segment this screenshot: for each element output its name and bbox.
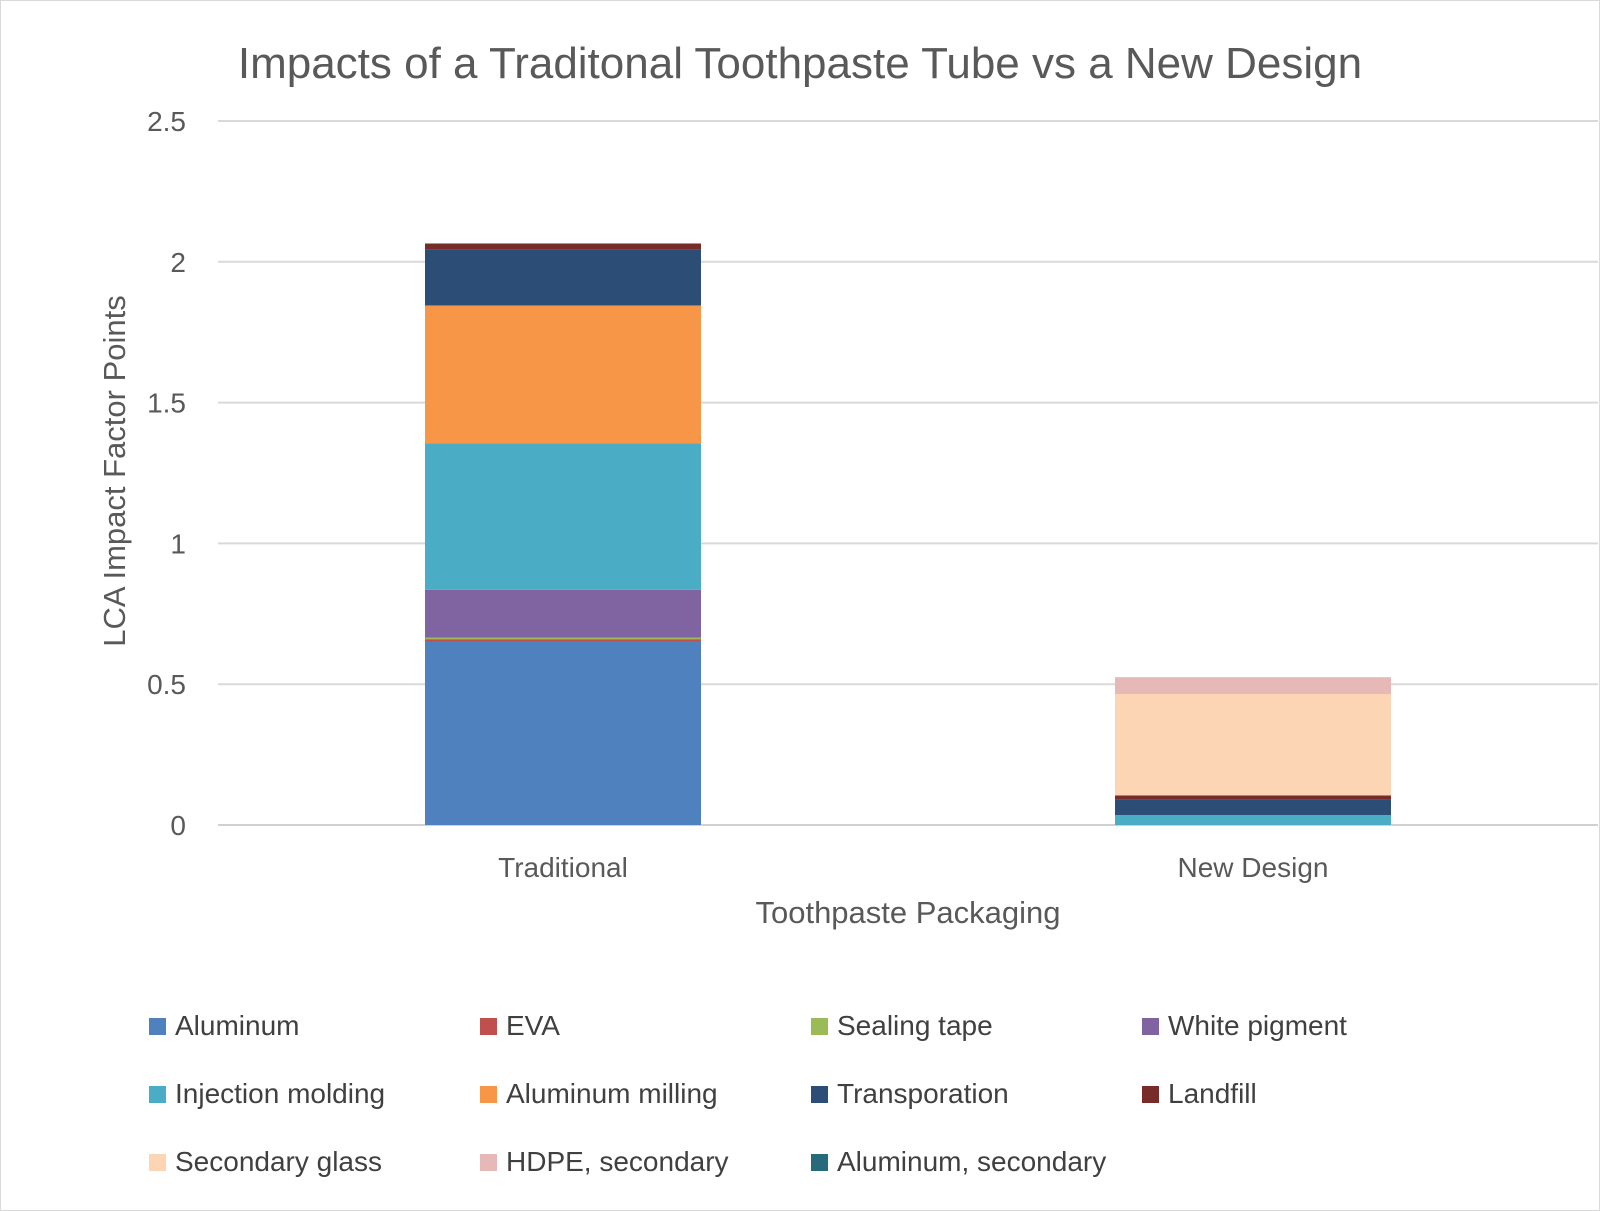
legend-label: White pigment (1168, 1010, 1347, 1041)
legend: Aluminum EVA Sealing tape White pigment Inje… (149, 1010, 1489, 1177)
legend-label: HDPE, secondary (506, 1146, 729, 1177)
legend-item: Injection molding (149, 1078, 480, 1109)
legend-label: Injection molding (175, 1078, 386, 1109)
bar-segment (1115, 694, 1391, 796)
bar-segment (425, 641, 701, 825)
x-tick-label: Traditional (498, 852, 628, 883)
legend-swatch (149, 1153, 166, 1171)
legend-item: Transporation (811, 1078, 1142, 1109)
legend-swatch (149, 1085, 166, 1103)
legend-swatch (811, 1153, 828, 1171)
y-axis-label: LCA Impact Factor Points (97, 295, 132, 646)
y-tick-label: 1 (170, 528, 186, 559)
legend-swatch (480, 1153, 497, 1171)
legend-item: Aluminum milling (480, 1078, 811, 1109)
legend-label: Sealing tape (837, 1010, 993, 1041)
legend-item: Aluminum, secondary (811, 1146, 1142, 1177)
y-tick-label: 2.5 (147, 106, 186, 137)
legend-item: Aluminum (149, 1010, 480, 1041)
legend-label: Secondary glass (175, 1146, 383, 1177)
x-tick-labels: Traditional New Design (498, 852, 1328, 883)
x-axis-label: Toothpaste Packaging (755, 895, 1060, 930)
bars (425, 243, 1391, 825)
y-tick-label: 2 (170, 247, 186, 278)
legend-swatch (811, 1085, 828, 1103)
legend-item: HDPE, secondary (480, 1146, 811, 1177)
y-tick-labels: 0 0.5 1 1.5 2 2.5 (147, 106, 186, 841)
bar-segment (425, 443, 701, 590)
legend-item: Secondary glass (149, 1146, 480, 1177)
legend-swatch (480, 1085, 497, 1103)
bar-segment (1115, 677, 1391, 695)
y-tick-label: 0 (170, 810, 186, 841)
legend-item: Landfill (1142, 1078, 1473, 1109)
y-tick-label: 0.5 (147, 669, 186, 700)
bar-segment (1115, 795, 1391, 800)
legend-label: Transporation (837, 1078, 1009, 1109)
bar-segment (1115, 815, 1391, 825)
legend-item: Sealing tape (811, 1010, 1142, 1041)
bar-segment (425, 243, 701, 250)
legend-swatch (149, 1017, 166, 1035)
legend-label: Landfill (1168, 1078, 1257, 1109)
chart-title: Impacts of a Traditonal Toothpaste Tube … (238, 39, 1362, 88)
legend-item: White pigment (1142, 1010, 1473, 1041)
legend-swatch (811, 1017, 828, 1035)
legend-label: Aluminum (175, 1010, 300, 1041)
bar-segment (425, 589, 701, 638)
bar-segment (425, 249, 701, 306)
legend-label: Aluminum milling (506, 1078, 718, 1109)
legend-swatch (480, 1017, 497, 1035)
y-tick-label: 1.5 (147, 388, 186, 419)
bar-segment (425, 639, 701, 642)
legend-swatch (1142, 1085, 1159, 1103)
bar-segment (425, 637, 701, 640)
x-tick-label: New Design (1178, 852, 1329, 883)
legend-item: EVA (480, 1010, 811, 1041)
chart-svg: Impacts of a Traditonal Toothpaste Tube … (97, 39, 1598, 930)
legend-label: EVA (506, 1010, 560, 1041)
bar-segment (425, 305, 701, 444)
legend-label: Aluminum, secondary (837, 1146, 1107, 1177)
bar-segment (1115, 799, 1391, 816)
legend-swatch (1142, 1017, 1159, 1035)
